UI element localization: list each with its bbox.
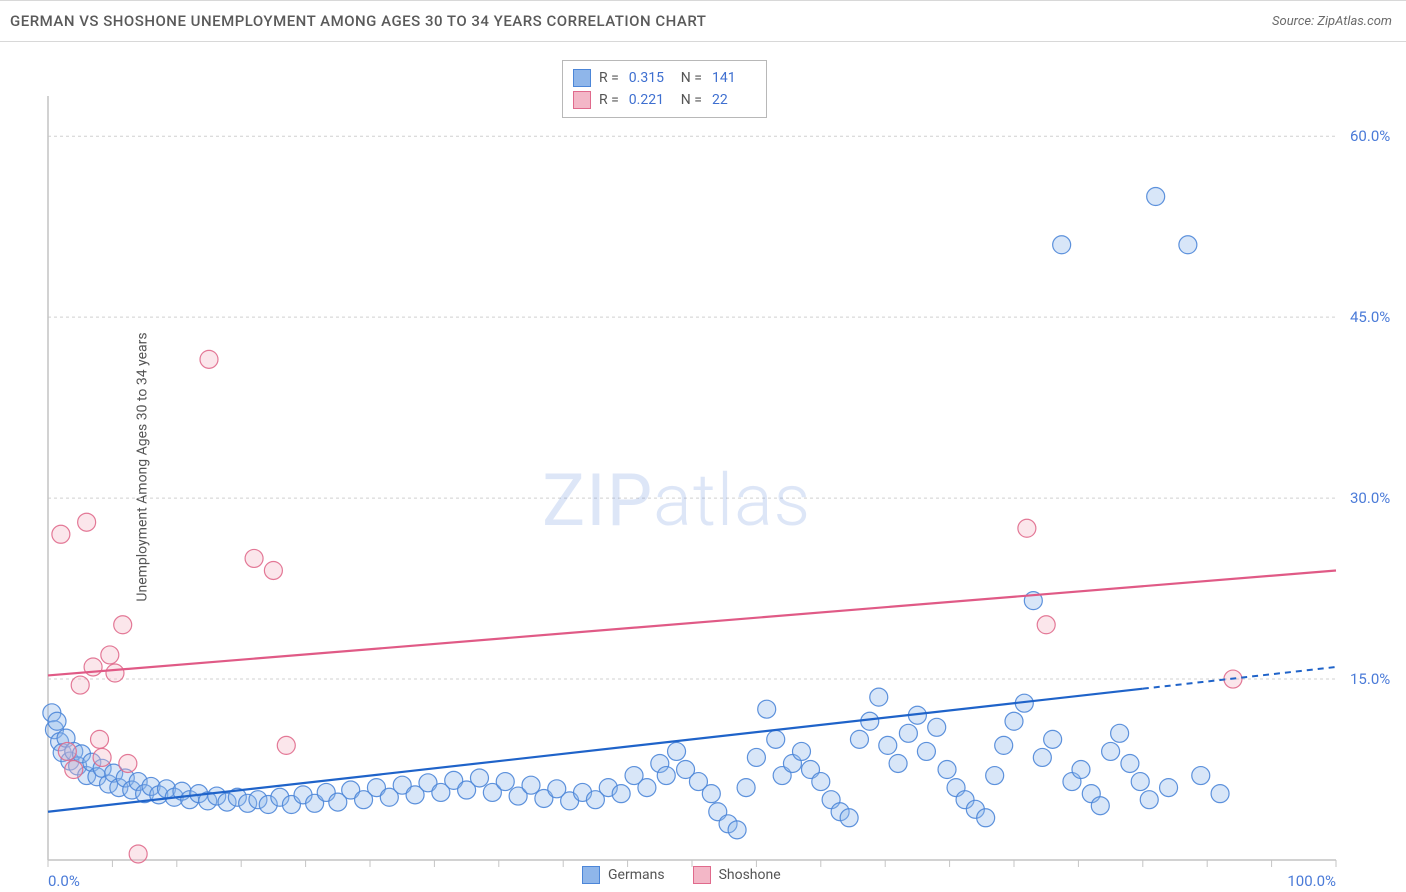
data-point-germans xyxy=(747,748,765,766)
data-point-germans xyxy=(758,700,776,718)
legend-stats-box: R = 0.315 N = 141 R = 0.221 N = 22 xyxy=(562,60,767,118)
data-point-germans xyxy=(1111,724,1129,742)
legend-r-value: 0.315 xyxy=(629,70,673,86)
data-point-germans xyxy=(470,769,488,787)
data-point-germans xyxy=(1033,748,1051,766)
chart-title: GERMAN VS SHOSHONE UNEMPLOYMENT AMONG AG… xyxy=(10,12,706,30)
data-point-germans xyxy=(938,761,956,779)
data-point-shoshone xyxy=(129,845,147,863)
data-point-germans xyxy=(668,742,686,760)
legend-r-value: 0.221 xyxy=(629,92,673,108)
data-point-shoshone xyxy=(52,525,70,543)
data-point-shoshone xyxy=(1037,616,1055,634)
legend-n-value: 22 xyxy=(712,92,756,108)
data-point-shoshone xyxy=(93,748,111,766)
legend-swatch xyxy=(573,69,591,87)
data-point-germans xyxy=(870,688,888,706)
legend-stats-row: R = 0.221 N = 22 xyxy=(573,89,756,111)
data-point-shoshone xyxy=(264,561,282,579)
data-point-germans xyxy=(1053,236,1071,254)
data-point-germans xyxy=(1102,742,1120,760)
data-point-shoshone xyxy=(119,754,137,772)
data-point-germans xyxy=(879,736,897,754)
legend-series: Germans Shoshone xyxy=(582,866,781,884)
source-label: Source: ZipAtlas.com xyxy=(1272,14,1392,29)
data-point-germans xyxy=(496,773,514,791)
legend-r-label: R = xyxy=(599,92,619,108)
data-point-germans xyxy=(861,712,879,730)
data-point-germans xyxy=(928,718,946,736)
data-point-germans xyxy=(1131,773,1149,791)
data-point-shoshone xyxy=(114,616,132,634)
data-point-germans xyxy=(1147,188,1165,206)
data-point-shoshone xyxy=(78,513,96,531)
legend-series-item: Germans xyxy=(582,866,665,884)
data-point-germans xyxy=(840,809,858,827)
data-point-germans xyxy=(612,785,630,803)
data-point-germans xyxy=(977,809,995,827)
data-point-germans xyxy=(889,754,907,772)
data-point-shoshone xyxy=(277,736,295,754)
data-point-shoshone xyxy=(58,742,76,760)
legend-stats-row: R = 0.315 N = 141 xyxy=(573,67,756,89)
data-point-shoshone xyxy=(106,664,124,682)
legend-series-label: Shoshone xyxy=(719,867,781,883)
plot-area: Unemployment Among Ages 30 to 34 years 1… xyxy=(0,42,1406,892)
y-tick-label: 60.0% xyxy=(1350,127,1390,145)
legend-series-label: Germans xyxy=(608,867,665,883)
data-point-germans xyxy=(702,785,720,803)
data-point-germans xyxy=(1211,785,1229,803)
data-point-shoshone xyxy=(71,676,89,694)
data-point-shoshone xyxy=(200,350,218,368)
data-point-germans xyxy=(1072,761,1090,779)
data-point-germans xyxy=(657,767,675,785)
data-point-germans xyxy=(728,821,746,839)
data-point-germans xyxy=(995,736,1013,754)
data-point-germans xyxy=(986,767,1004,785)
data-point-germans xyxy=(899,724,917,742)
data-point-germans xyxy=(48,712,66,730)
legend-r-label: R = xyxy=(599,70,619,86)
data-point-shoshone xyxy=(91,730,109,748)
data-point-shoshone xyxy=(65,761,83,779)
data-point-germans xyxy=(917,742,935,760)
legend-swatch xyxy=(693,866,711,884)
scatter-plot-svg: 15.0% 30.0% 45.0% 60.0% 0.0% 100.0% xyxy=(0,42,1406,892)
data-point-germans xyxy=(792,742,810,760)
data-point-germans xyxy=(1160,779,1178,797)
data-point-germans xyxy=(638,779,656,797)
data-point-shoshone xyxy=(101,646,119,664)
legend-swatch xyxy=(582,866,600,884)
data-point-germans xyxy=(1044,730,1062,748)
data-point-germans xyxy=(1192,767,1210,785)
data-point-germans xyxy=(1005,712,1023,730)
y-tick-label: 45.0% xyxy=(1350,308,1390,326)
data-point-germans xyxy=(1121,754,1139,772)
data-point-germans xyxy=(1140,791,1158,809)
data-point-germans xyxy=(850,730,868,748)
header-bar: GERMAN VS SHOSHONE UNEMPLOYMENT AMONG AG… xyxy=(0,0,1406,42)
data-point-shoshone xyxy=(245,549,263,567)
x-tick-label: 100.0% xyxy=(1287,872,1336,890)
y-tick-label: 30.0% xyxy=(1350,489,1390,507)
legend-n-label: N = xyxy=(681,92,702,108)
trend-line-shoshone xyxy=(48,570,1336,675)
legend-n-label: N = xyxy=(681,70,702,86)
legend-n-value: 141 xyxy=(712,70,756,86)
legend-swatch xyxy=(573,91,591,109)
data-point-germans xyxy=(1179,236,1197,254)
y-tick-label: 15.0% xyxy=(1350,670,1390,688)
data-point-germans xyxy=(767,730,785,748)
data-point-germans xyxy=(737,779,755,797)
x-tick-label: 0.0% xyxy=(48,872,80,890)
data-point-germans xyxy=(1091,797,1109,815)
data-point-germans xyxy=(812,773,830,791)
data-point-shoshone xyxy=(1018,519,1036,537)
legend-series-item: Shoshone xyxy=(693,866,781,884)
